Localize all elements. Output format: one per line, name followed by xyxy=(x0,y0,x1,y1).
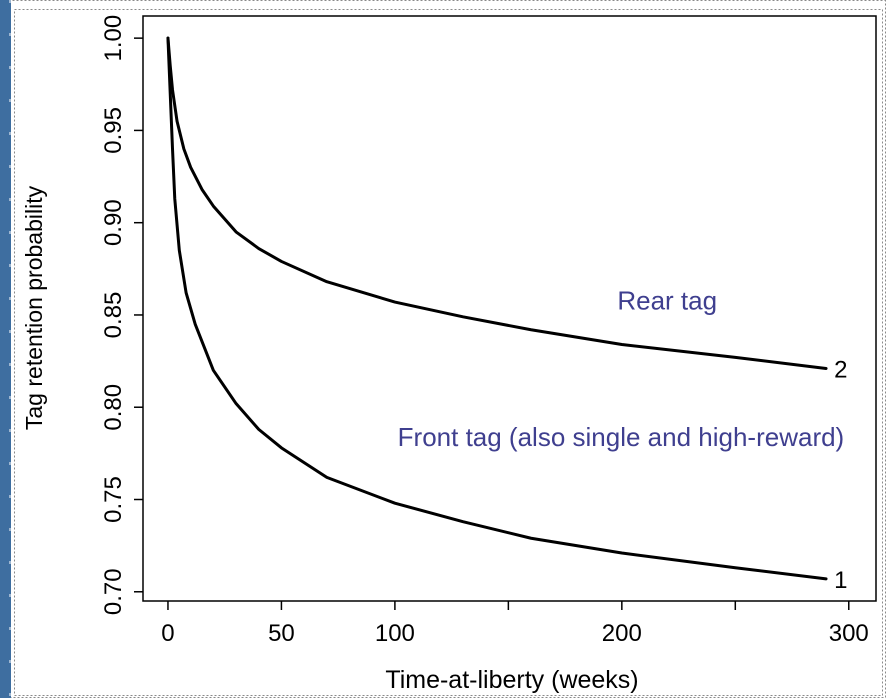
curve-end-label: 1 xyxy=(834,567,847,594)
curve-end-label: 2 xyxy=(834,356,847,383)
series-layer: 21 xyxy=(166,36,847,594)
y-tick-label: 0.90 xyxy=(100,199,127,246)
x-tick-label: 200 xyxy=(602,620,642,647)
y-tick-label: 0.80 xyxy=(100,384,127,431)
y-tick-label: 1.00 xyxy=(100,15,127,62)
annotation-layer: Rear tag Front tag (also single and high-… xyxy=(398,285,845,452)
plot-area-border xyxy=(142,15,877,602)
x-tick-label: 50 xyxy=(268,620,295,647)
y-tick-label: 0.70 xyxy=(100,568,127,615)
y-tick-label: 0.85 xyxy=(100,292,127,339)
inner-dashed-frame xyxy=(14,9,883,696)
x-axis: 0 50 100 200 300 xyxy=(161,601,869,647)
x-tick-label: 0 xyxy=(161,620,174,647)
rear-tag-annotation: Rear tag xyxy=(617,285,717,315)
y-axis: 0.70 0.75 0.80 0.85 0.90 0.95 1.00 xyxy=(100,15,143,615)
x-axis-label: Time-at-liberty (weeks) xyxy=(385,666,638,694)
y-tick-label: 0.75 xyxy=(100,476,127,523)
y-tick-label: 0.95 xyxy=(100,107,127,154)
x-tick-label: 300 xyxy=(829,620,869,647)
rear-tag-curve xyxy=(166,36,828,370)
left-edge-bar xyxy=(0,0,11,698)
front-tag-annotation: Front tag (also single and high-reward) xyxy=(398,422,845,452)
front-tag-curve xyxy=(166,36,828,581)
y-axis-label: Tag retention probability xyxy=(21,185,47,430)
x-tick-label: 100 xyxy=(375,620,415,647)
